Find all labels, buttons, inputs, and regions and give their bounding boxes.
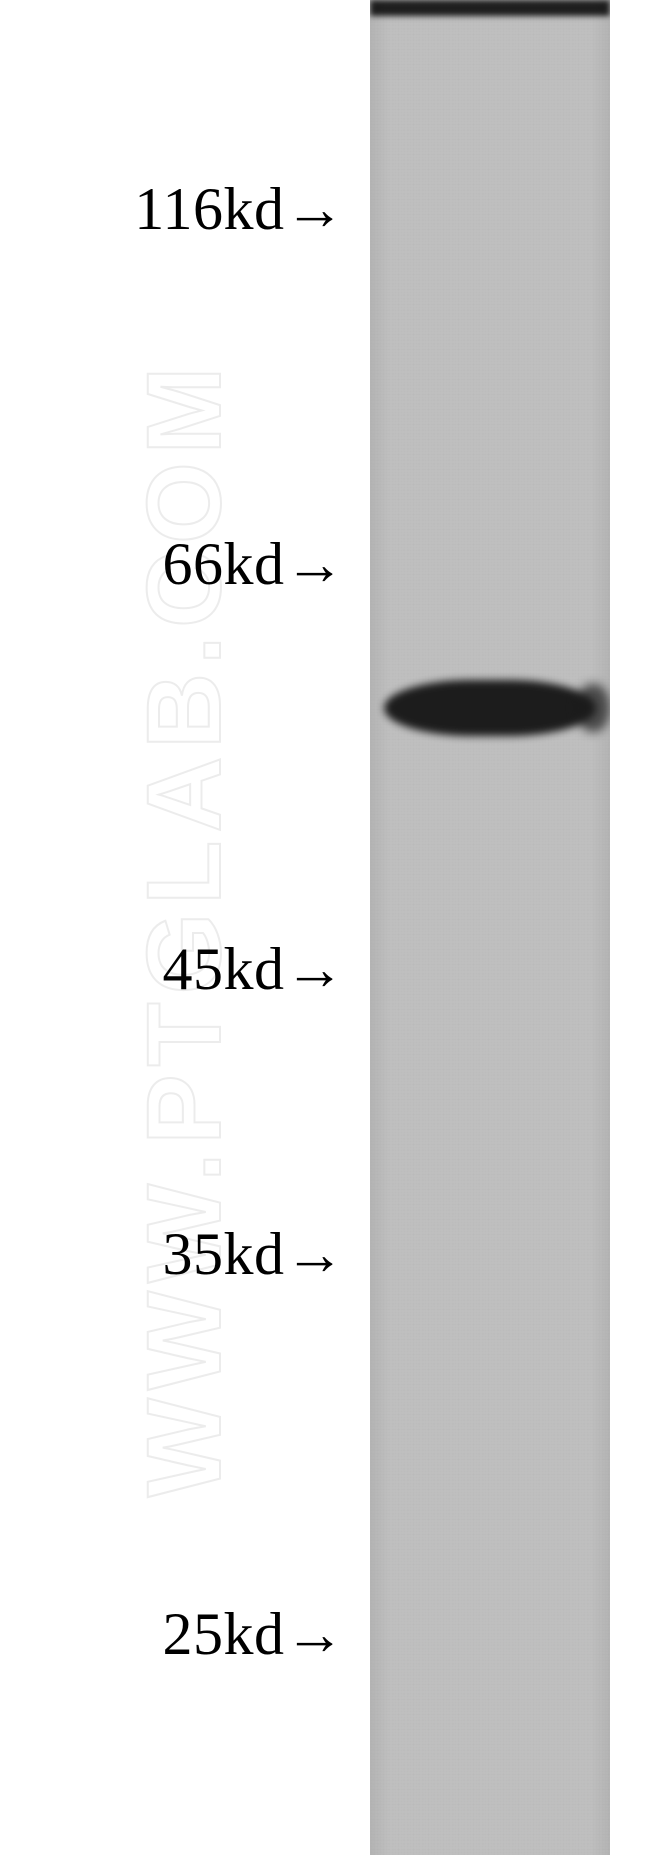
mw-marker-label: 25kd [163,1601,285,1667]
blot-lane [370,0,610,1855]
lane-noise-overlay [370,0,610,1855]
mw-marker-label: 116kd [134,176,284,242]
mw-marker-label: 66kd [163,531,285,597]
mw-marker-45kd: 45kd→ [163,935,346,1004]
mw-marker-35kd: 35kd→ [163,1220,346,1289]
protein-band-main [384,680,595,736]
mw-marker-66kd: 66kd→ [163,530,346,599]
arrow-icon: → [285,1601,346,1667]
arrow-icon: → [285,936,346,1002]
mw-marker-label: 45kd [163,936,285,1002]
lane-top-shadow [370,0,610,16]
mw-marker-25kd: 25kd→ [163,1600,346,1669]
blot-figure: WWW.PTGLAB.COM 116kd→ 66kd→ 45kd→ 35kd→ … [0,0,650,1855]
mw-marker-label: 35kd [163,1221,285,1287]
arrow-icon: → [285,1221,346,1287]
protein-band-edge [576,684,610,732]
arrow-icon: → [285,531,346,597]
mw-marker-116kd: 116kd→ [134,175,345,244]
arrow-icon: → [285,176,346,242]
